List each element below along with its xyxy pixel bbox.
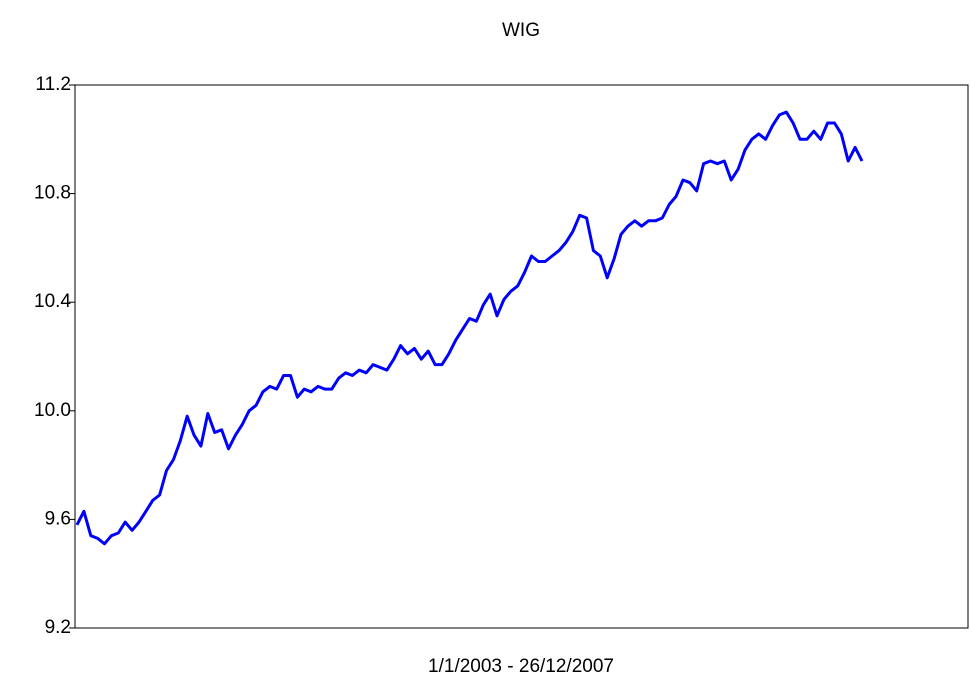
y-tick-label: 11.2 <box>35 74 71 95</box>
x-axis-label: 1/1/2003 - 26/12/2007 <box>428 656 614 677</box>
y-tick-label: 10.8 <box>34 183 71 204</box>
chart-title: WIG <box>502 20 540 41</box>
y-tick-label: 9.6 <box>45 508 71 529</box>
y-tick-label: 9.2 <box>45 617 71 638</box>
plot-frame <box>74 84 969 629</box>
data-line <box>75 110 864 546</box>
y-tick-label: 10.4 <box>34 291 71 312</box>
y-tick-label: 10.0 <box>34 400 71 421</box>
